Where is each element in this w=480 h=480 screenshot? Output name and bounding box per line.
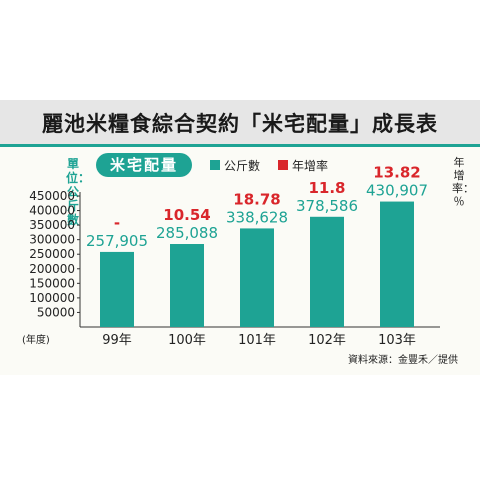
source-note: 資料來源：金豐禾／提供 (348, 355, 458, 366)
y-tick-label: 450000 (29, 189, 75, 203)
y-tick-label: 50000 (37, 305, 75, 319)
x-tick-label: 101年 (238, 333, 276, 348)
legend-label-rate: 年增率 (292, 159, 329, 173)
growth-rate-label: - (114, 214, 120, 232)
bar-value-label: 378,586 (296, 197, 358, 215)
bar-value-label: 338,628 (226, 208, 288, 226)
bar (240, 228, 274, 327)
bar (100, 251, 134, 327)
y-tick-label: 300000 (29, 233, 75, 247)
x-tick-label: 99年 (102, 333, 132, 348)
y-tick-label: 200000 (29, 262, 75, 276)
legend-swatch-kg (210, 160, 220, 170)
growth-rate-label: 18.78 (233, 190, 280, 208)
y-tick-label: 350000 (29, 218, 75, 232)
growth-rate-label: 10.54 (163, 206, 210, 224)
legend-label-kg: 公斤數 (224, 159, 261, 173)
bar (310, 216, 344, 327)
x-axis-prefix: (年度) (22, 333, 50, 346)
y-tick-label: 100000 (29, 291, 75, 305)
y-tick-label: 400000 (29, 204, 75, 218)
x-tick-label: 102年 (308, 333, 346, 348)
legend-swatch-rate (278, 160, 288, 170)
growth-rate-label: 11.8 (308, 179, 345, 197)
bar (170, 244, 204, 327)
bar-value-label: 430,907 (366, 182, 428, 200)
y-tick-label: 150000 (29, 276, 75, 290)
chart-title: 麗池米糧食綜合契約「米宅配量」成長表 (42, 112, 438, 136)
series-pill-label: 米宅配量 (96, 153, 192, 177)
title-bar (0, 100, 480, 147)
y-tick-label: 250000 (29, 247, 75, 261)
bar-value-label: 257,905 (86, 232, 148, 250)
bar-value-label: 285,088 (156, 224, 218, 242)
x-tick-label: 103年 (378, 333, 416, 348)
growth-rate-label: 13.82 (373, 164, 420, 182)
bar (380, 201, 414, 327)
x-tick-label: 100年 (168, 333, 206, 348)
